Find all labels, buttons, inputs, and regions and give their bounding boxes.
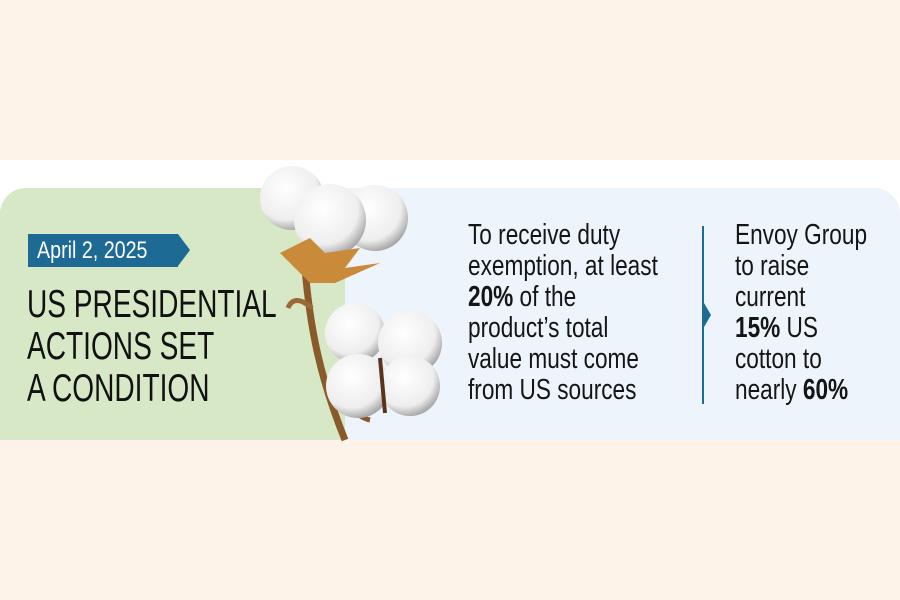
condition-text: To receive duty exemption, at least 20% … <box>468 220 658 406</box>
highlight-percent: 15% <box>735 312 781 344</box>
text-line: product’s total <box>468 312 609 344</box>
text-line: from US sources <box>468 374 637 406</box>
text-line: current <box>735 281 806 313</box>
headline: US PRESIDENTIAL ACTIONS SET A CONDITION <box>27 284 277 410</box>
headline-line: A CONDITION <box>27 367 210 410</box>
divider-line <box>702 226 704 404</box>
text-line: To receive duty <box>468 219 621 251</box>
text-line: value must come <box>468 343 639 375</box>
text-line: cotton to <box>735 343 822 375</box>
blue-panel <box>345 188 900 440</box>
cotton-plant-image <box>260 166 442 442</box>
date-badge: April 2, 2025 <box>28 234 190 267</box>
text-line: Envoy Group <box>735 219 868 251</box>
text-line: nearly 60% <box>735 375 867 406</box>
headline-line: US PRESIDENTIAL <box>27 283 277 326</box>
headline-line: ACTIONS SET <box>27 325 215 368</box>
green-panel <box>0 188 345 440</box>
envoy-text: Envoy Group to raise current 15% US cott… <box>735 220 867 406</box>
text-fragment: nearly <box>735 374 803 406</box>
text-line: exemption, at least <box>468 250 658 282</box>
text-fragment: US <box>780 312 818 344</box>
date-text: April 2, 2025 <box>37 237 148 264</box>
text-fragment: of the <box>513 281 577 313</box>
highlight-percent: 20% <box>468 281 514 313</box>
highlight-percent: 60% <box>802 374 849 406</box>
arrow-right-icon <box>704 303 711 327</box>
text-line: to raise <box>735 250 810 282</box>
text-line: 15% US <box>735 313 867 344</box>
text-line: 20% of the <box>468 282 658 313</box>
